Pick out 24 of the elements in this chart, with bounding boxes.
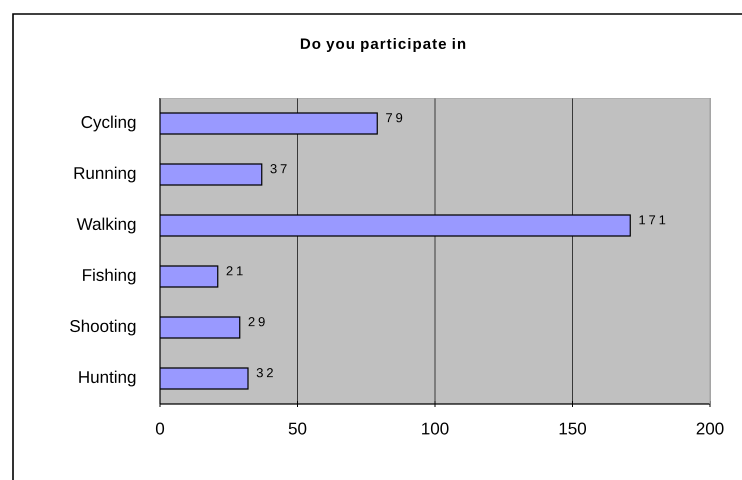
bar (160, 112, 378, 135)
bar (160, 214, 631, 237)
x-tick-label: 50 (288, 422, 306, 435)
data-label: 7 9 (386, 113, 402, 122)
data-label: 3 7 (270, 164, 287, 174)
data-label: 2 9 (248, 317, 265, 326)
x-tick-label: 0 (156, 422, 164, 435)
bar (160, 367, 249, 390)
bar (160, 316, 240, 339)
bar (160, 265, 218, 288)
y-tick-label: Hunting (79, 370, 136, 386)
x-tick-label: 200 (696, 422, 724, 435)
x-tick-label: 100 (422, 422, 449, 435)
data-label: 2 1 (226, 266, 243, 276)
data-label: 1 7 1 (639, 215, 666, 224)
y-tick-label: Fishing (83, 268, 136, 284)
data-label: 3 2 (256, 368, 273, 378)
bar (160, 163, 262, 186)
y-tick-label: Running (74, 166, 136, 182)
y-tick-label: Walking (76, 218, 136, 234)
chart-title: Do you participate in (300, 38, 466, 52)
y-tick-label: Shooting (70, 320, 136, 336)
y-tick-label: Cycling (82, 116, 136, 132)
x-tick-label: 150 (560, 422, 586, 435)
